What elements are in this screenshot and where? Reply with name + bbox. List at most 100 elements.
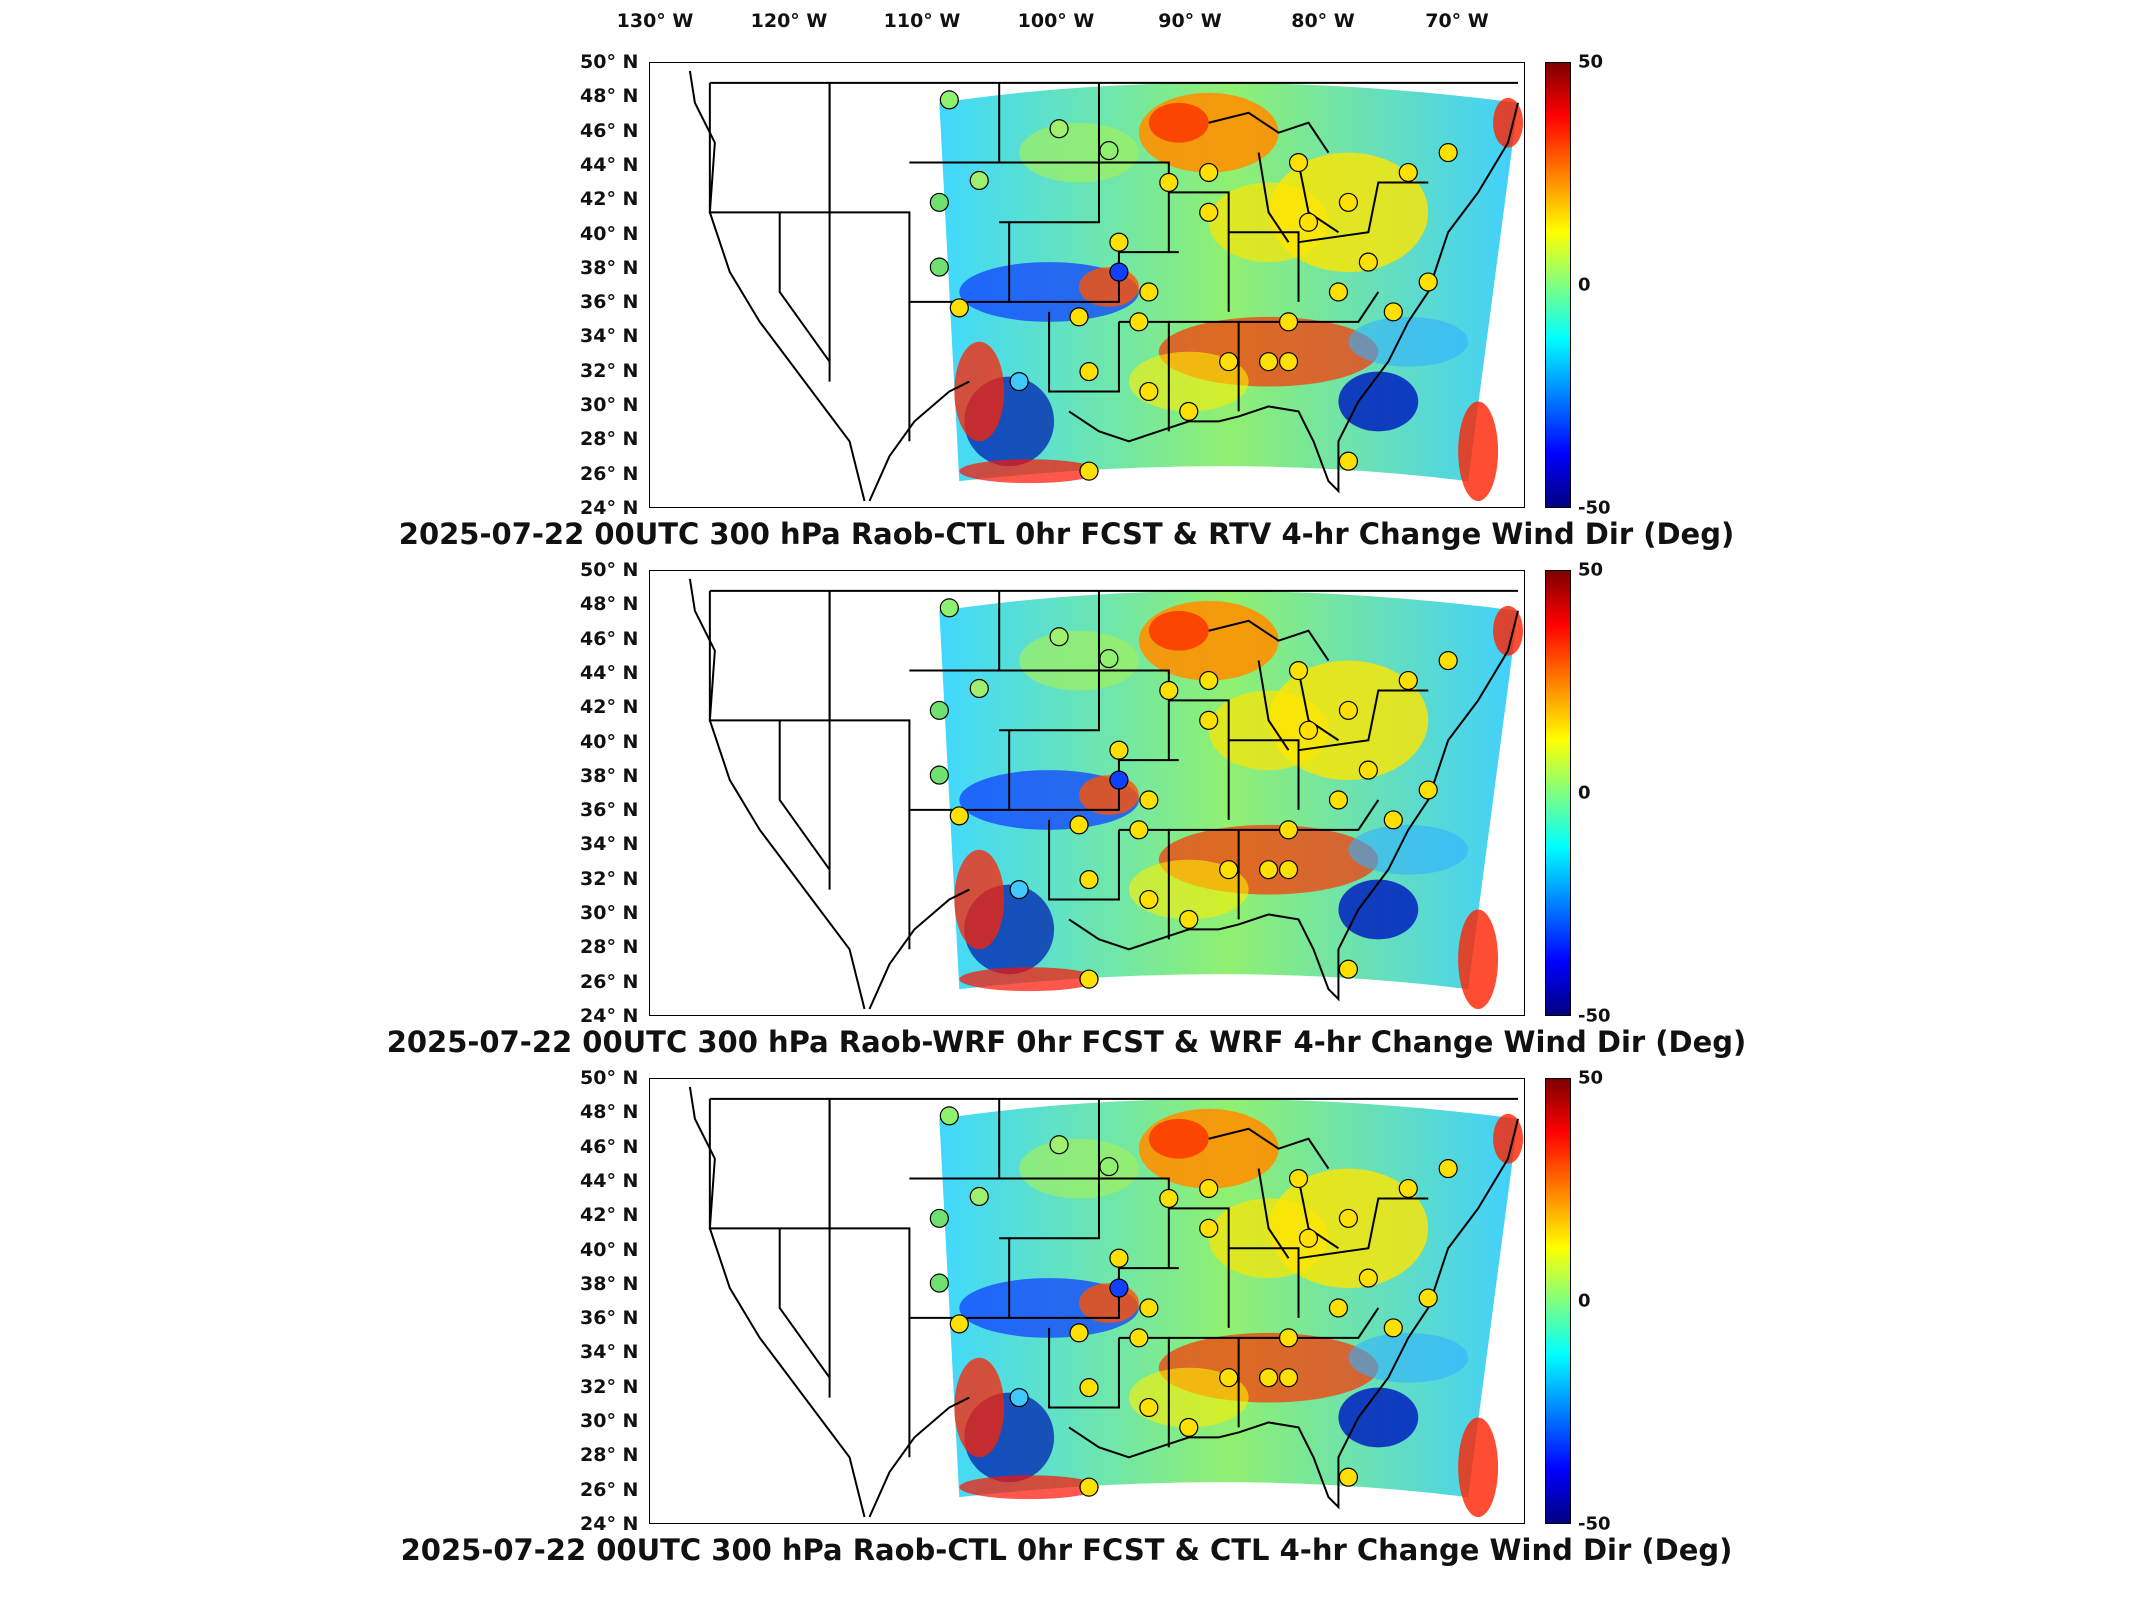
raob-station-marker <box>1358 1268 1378 1288</box>
colorbar-tick-label: 50 <box>1578 1067 1604 1089</box>
lon-label: 130° W <box>616 10 694 32</box>
raob-station-marker <box>1199 1178 1219 1199</box>
raob-station-marker <box>929 765 949 785</box>
colorbar <box>1545 1078 1571 1524</box>
raob-station-marker <box>1383 302 1403 322</box>
raob-station-marker <box>929 257 949 277</box>
colorbar-tick-label: 0 <box>1578 782 1591 804</box>
raob-station-marker <box>1219 860 1239 880</box>
lat-label: 24° N <box>580 1005 639 1027</box>
raob-station-marker <box>1079 362 1099 382</box>
raob-station-marker <box>1383 1318 1403 1338</box>
raob-station-marker <box>1199 202 1219 222</box>
raob-station-marker <box>949 298 969 318</box>
raob-station-marker <box>1069 307 1089 327</box>
raob-station-marker <box>1398 670 1418 691</box>
raob-station-marker <box>1159 172 1179 193</box>
raob-station-marker <box>929 700 949 720</box>
raob-station-marker <box>1109 262 1129 282</box>
colorbar-tick-label: -50 <box>1578 1005 1611 1027</box>
raob-station-marker <box>1259 352 1279 372</box>
colorbar <box>1545 570 1571 1016</box>
map-area <box>649 1078 1525 1524</box>
raob-station-marker <box>969 170 989 191</box>
raob-station-marker <box>1199 710 1219 730</box>
raob-station-marker <box>1328 790 1349 810</box>
raob-station-marker <box>1129 312 1149 332</box>
raob-station-marker <box>1338 959 1358 979</box>
raob-station-marker <box>1288 1168 1309 1189</box>
raob-station-marker <box>1139 889 1159 910</box>
raob-station-marker <box>1338 192 1358 212</box>
lat-label: 28° N <box>580 1444 639 1467</box>
raob-station-marker <box>949 1314 969 1334</box>
raob-station-marker <box>1288 660 1309 681</box>
raob-station-marker <box>1438 651 1458 671</box>
raob-station-marker <box>1009 880 1029 900</box>
lon-label: 110° W <box>883 10 961 32</box>
raob-station-marker <box>1398 1178 1418 1199</box>
lat-label: 40° N <box>580 1238 639 1261</box>
raob-station-marker <box>1219 352 1239 372</box>
raob-station-marker <box>1278 1368 1299 1388</box>
raob-station-marker <box>1199 162 1219 183</box>
lat-label: 26° N <box>580 970 639 993</box>
raob-station-marker <box>1009 1388 1029 1408</box>
raob-station-marker <box>1328 282 1349 302</box>
colorbar <box>1545 62 1571 508</box>
lat-label: 34° N <box>580 833 639 856</box>
raob-station-marker <box>1179 909 1199 929</box>
lat-label: 24° N <box>580 1513 639 1535</box>
lat-label: 26° N <box>580 462 639 485</box>
raob-station-marker <box>949 806 969 826</box>
raob-station-marker <box>1278 352 1299 372</box>
lat-label: 42° N <box>580 188 639 211</box>
raob-station-marker <box>929 1273 949 1293</box>
raob-station-marker <box>1129 1328 1149 1348</box>
map-area <box>649 62 1525 508</box>
raob-station-marker <box>929 1208 949 1228</box>
raob-station-marker <box>1338 1208 1358 1228</box>
raob-station-marker <box>1109 232 1129 252</box>
raob-station-marker <box>1139 790 1159 810</box>
raob-station-marker <box>1358 252 1378 272</box>
raob-station-marker <box>939 598 959 618</box>
raob-station-marker <box>1079 969 1099 989</box>
lat-label: 36° N <box>580 799 639 822</box>
raob-station-marker <box>1079 461 1099 481</box>
raob-station-marker <box>1328 1298 1349 1318</box>
lat-label: 46° N <box>580 627 639 650</box>
lat-label: 42° N <box>580 696 639 719</box>
raob-station-marker <box>1099 1157 1119 1177</box>
panel-title: 2025-07-22 00UTC 300 hPa Raob-WRF 0hr FC… <box>386 1025 1747 1059</box>
raob-station-marker <box>1139 381 1159 402</box>
raob-station-marker <box>1179 1417 1199 1437</box>
lat-label: 34° N <box>580 1341 639 1364</box>
lat-label: 32° N <box>580 359 639 382</box>
lat-label: 44° N <box>580 661 639 684</box>
raob-station-marker <box>1358 760 1378 780</box>
lat-label: 36° N <box>580 291 639 314</box>
raob-station-marker <box>1383 810 1403 830</box>
lat-label: 32° N <box>580 867 639 890</box>
lat-label: 28° N <box>580 936 639 959</box>
raob-station-marker <box>1049 1135 1069 1155</box>
lat-label: 44° N <box>580 1169 639 1192</box>
raob-station-marker <box>1159 680 1179 701</box>
raob-station-marker <box>1109 770 1129 790</box>
raob-station-marker <box>1418 780 1438 800</box>
colorbar-tick-label: 50 <box>1578 559 1604 581</box>
raob-station-marker <box>1109 1278 1129 1298</box>
raob-station-marker <box>939 1106 959 1126</box>
raob-station-marker <box>1298 212 1319 232</box>
lon-label: 70° W <box>1425 10 1489 32</box>
raob-station-marker <box>1129 820 1149 840</box>
panel-title: 2025-07-22 00UTC 300 hPa Raob-CTL 0hr FC… <box>398 517 1735 551</box>
raob-station-marker <box>1338 1467 1358 1487</box>
raob-station-marker <box>1298 1228 1319 1248</box>
raob-station-marker <box>1139 1397 1159 1418</box>
raob-station-marker <box>1338 700 1358 720</box>
raob-station-marker <box>1278 860 1299 880</box>
lat-label: 46° N <box>580 1135 639 1158</box>
raob-station-marker <box>1049 627 1069 647</box>
